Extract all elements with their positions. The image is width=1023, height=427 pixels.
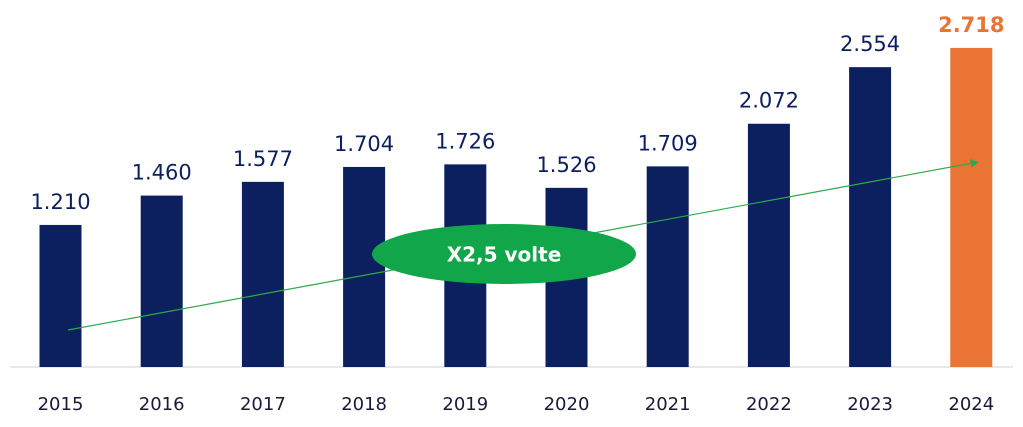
value-label: 1.460 (132, 161, 192, 185)
bars: 1.210 2015 1.460 2016 1.577 2017 1.704 2018 1.72… (30, 13, 1004, 415)
x-tick-label: 2021 (645, 394, 691, 415)
bar (747, 123, 790, 368)
value-label: 1.526 (536, 153, 596, 177)
x-tick-label: 2016 (139, 394, 185, 415)
x-tick-label: 2020 (544, 394, 590, 415)
value-label: 1.704 (334, 132, 394, 156)
bar (849, 67, 892, 367)
bar (241, 181, 284, 367)
bar (343, 166, 386, 367)
bar (39, 224, 82, 367)
value-label: 1.726 (435, 129, 495, 153)
x-tick-label: 2024 (948, 394, 994, 415)
x-tick-label: 2019 (442, 394, 488, 415)
x-tick-label: 2017 (240, 394, 286, 415)
value-label: 1.577 (233, 147, 293, 171)
x-tick-label: 2015 (38, 394, 84, 415)
x-tick-label: 2023 (847, 394, 893, 415)
bar (140, 195, 183, 367)
value-label: 2.718 (938, 13, 1004, 37)
value-label: 1.709 (638, 131, 698, 155)
x-tick-label: 2018 (341, 394, 387, 415)
value-label: 2.554 (840, 32, 900, 56)
value-label: 1.210 (30, 190, 90, 214)
x-tick-label: 2022 (746, 394, 792, 415)
bar (950, 47, 993, 367)
annotation-badge (372, 224, 636, 284)
bar (646, 166, 689, 367)
annotation: X2,5 volte (447, 243, 562, 267)
value-label: 2.072 (739, 89, 799, 113)
